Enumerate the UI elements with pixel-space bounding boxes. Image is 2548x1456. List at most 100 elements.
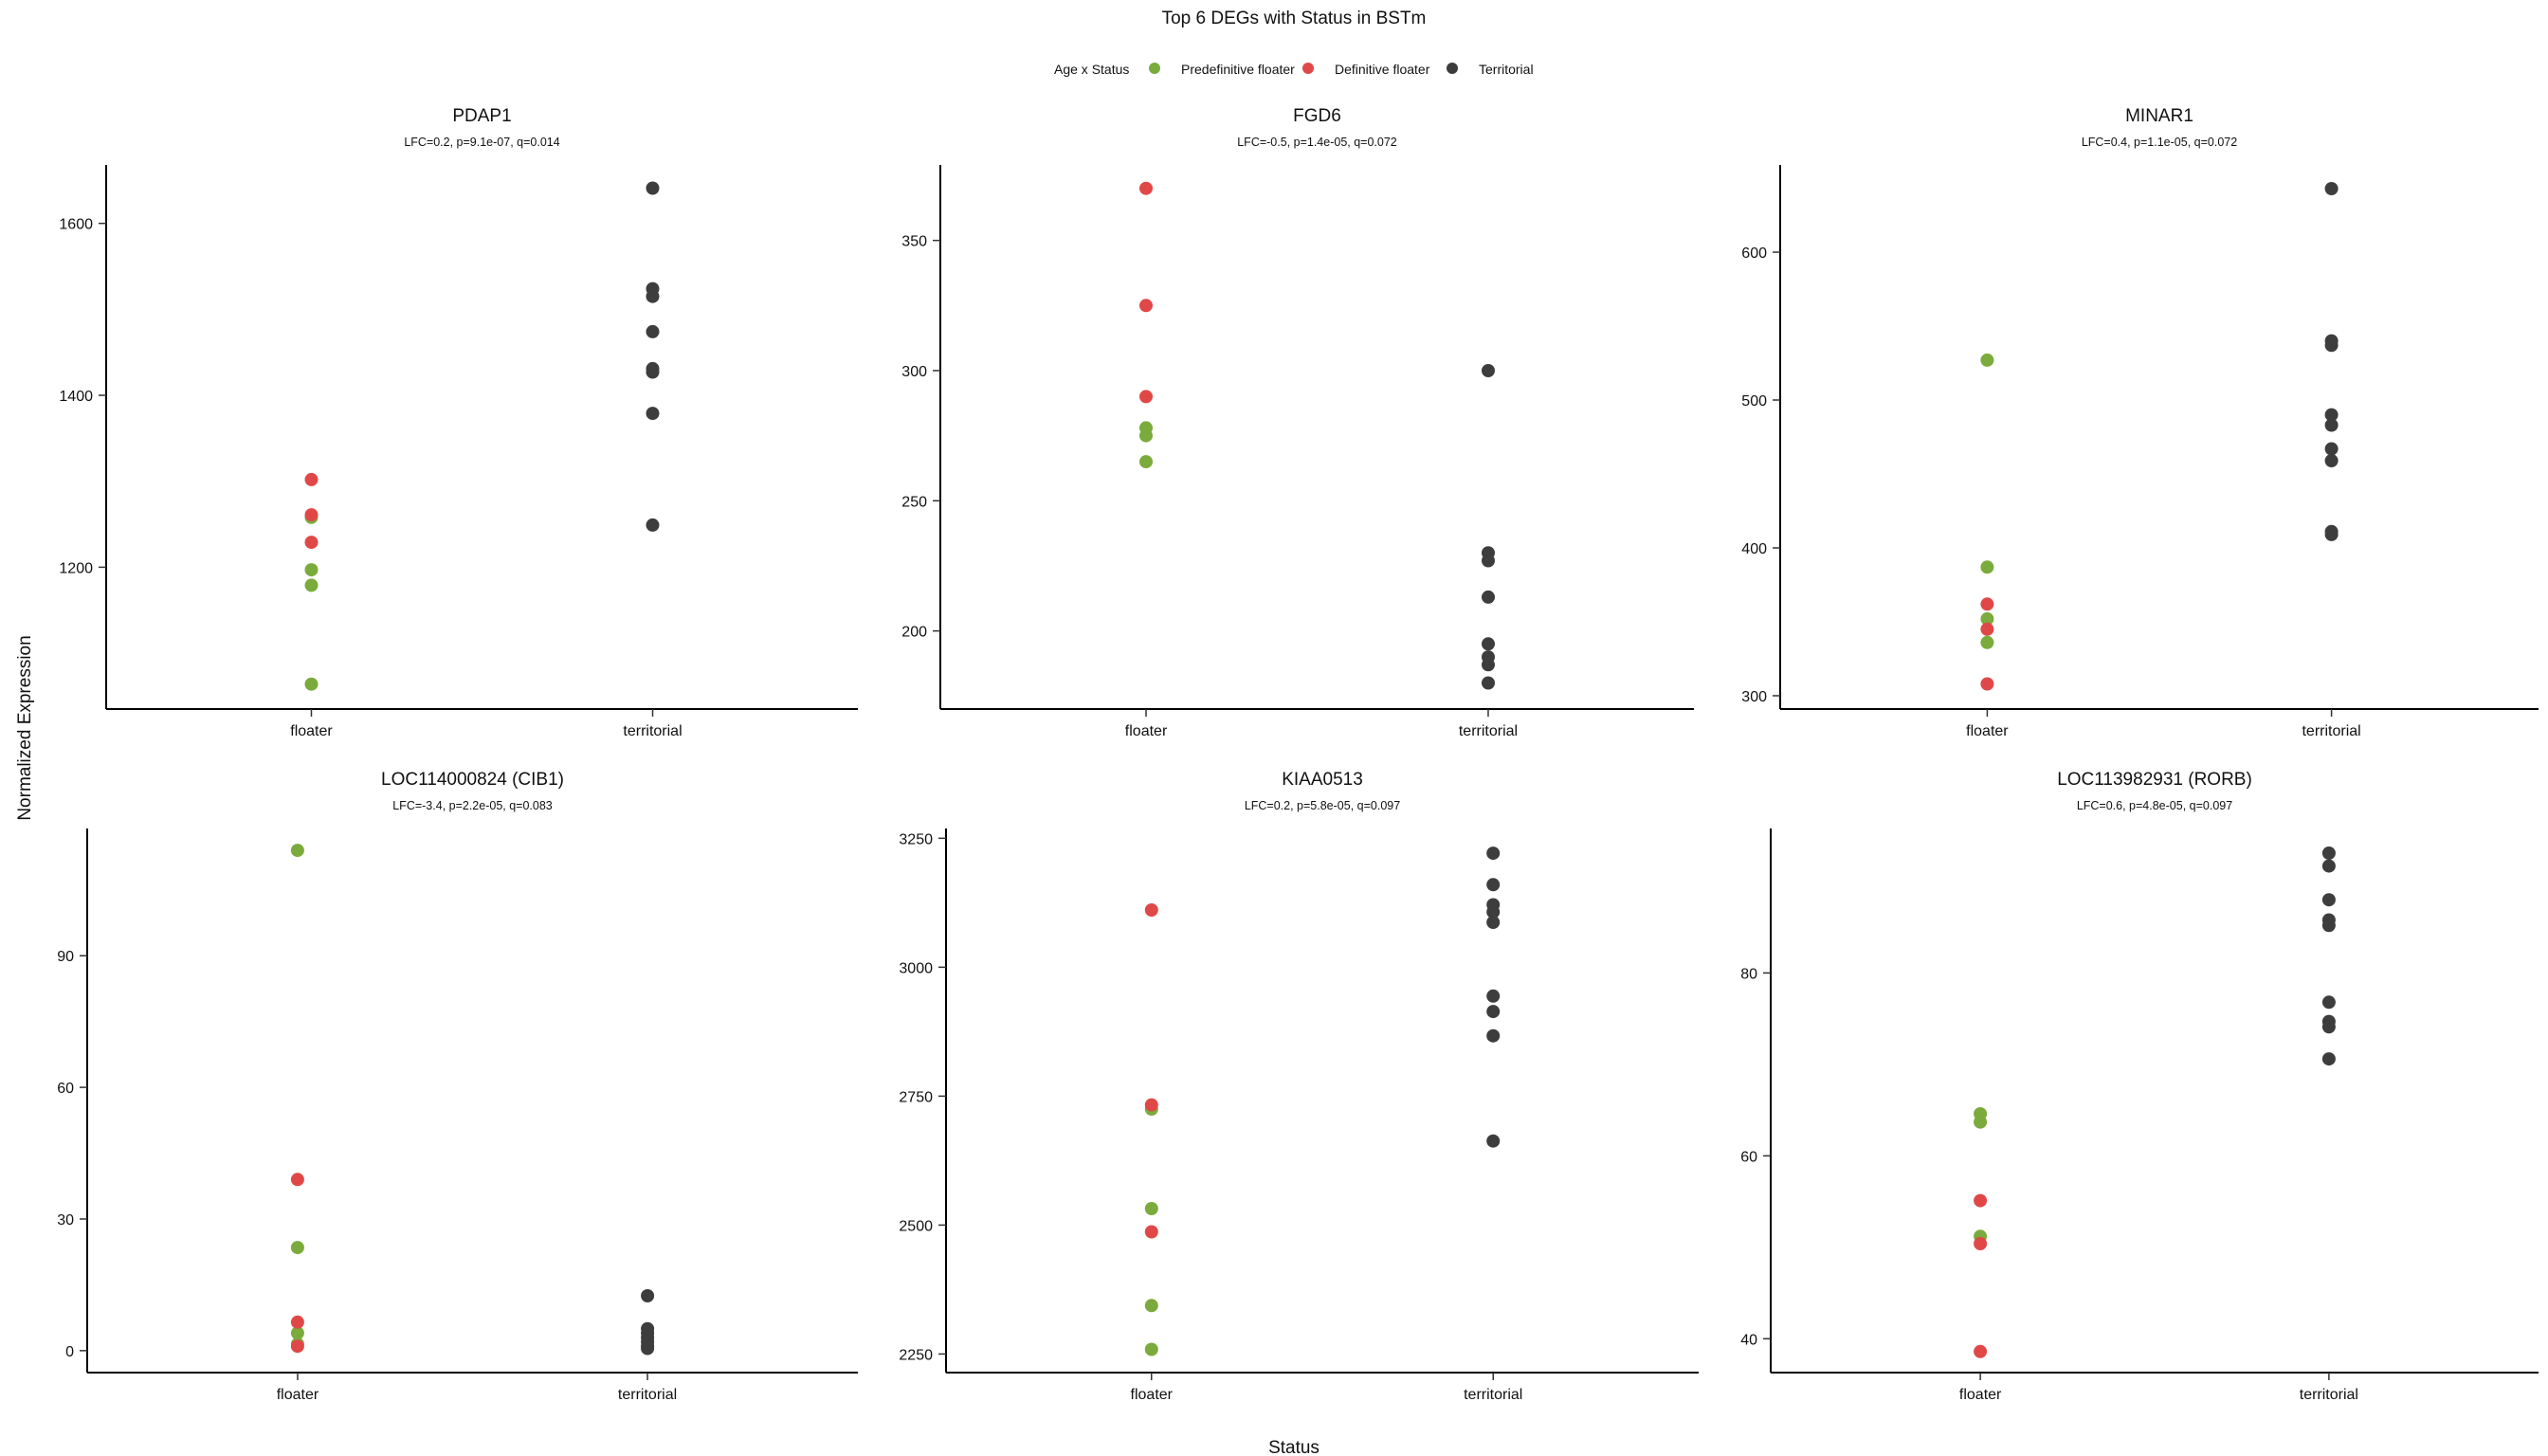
y-tick-label: 1200 <box>59 560 93 576</box>
x-tick-label: floater <box>1959 1387 2002 1403</box>
data-point <box>1486 916 1501 929</box>
data-point <box>1144 1342 1158 1356</box>
series-territorial <box>646 181 660 532</box>
data-point <box>1139 181 1153 195</box>
panel-title: LOC113982931 (RORB) <box>2057 770 2252 790</box>
data-point <box>2324 408 2339 422</box>
data-point <box>2321 859 2336 873</box>
data-point <box>1144 1225 1158 1239</box>
data-point <box>290 1339 304 1354</box>
series-territorial <box>1486 846 1501 1148</box>
y-tick-label: 3250 <box>899 831 933 847</box>
data-point <box>1974 1344 1988 1358</box>
data-point <box>646 324 660 338</box>
series-definitive-floater <box>1980 597 1994 691</box>
data-point <box>2324 442 2339 456</box>
data-point <box>2321 893 2336 907</box>
data-point <box>290 1326 304 1340</box>
series-predefinitive-floater <box>290 844 304 1351</box>
y-tick-label: 600 <box>1741 246 1767 262</box>
series-territorial <box>1482 364 1495 690</box>
legend-label: Territorial <box>1479 62 1534 77</box>
series-predefinitive-floater <box>304 510 318 691</box>
data-point <box>290 1241 304 1255</box>
series-territorial <box>2321 846 2336 1066</box>
data-point <box>2324 338 2339 353</box>
panel-subtitle: LFC=0.2, p=9.1e-07, q=0.014 <box>404 136 559 149</box>
data-point <box>1144 1202 1158 1215</box>
data-point <box>1980 560 1994 574</box>
data-point <box>1486 1005 1501 1019</box>
figure-title: Top 6 DEGs with Status in BSTm <box>1162 9 1427 28</box>
data-point <box>646 518 660 532</box>
data-point <box>1980 353 1994 367</box>
y-tick-label: 200 <box>901 625 927 641</box>
data-point <box>304 508 318 522</box>
data-point <box>1486 905 1501 919</box>
data-point <box>304 536 318 550</box>
data-point <box>290 1315 304 1329</box>
panel-subtitle: LFC=0.6, p=4.8e-05, q=0.097 <box>2077 799 2232 812</box>
x-tick-label: territorial <box>618 1387 677 1403</box>
data-point <box>2321 1052 2336 1066</box>
data-point <box>1486 1028 1501 1043</box>
series-definitive-floater <box>1144 903 1158 1239</box>
panel-subtitle: LFC=-0.5, p=1.4e-05, q=0.072 <box>1237 136 1397 149</box>
data-point <box>641 1289 655 1302</box>
y-tick-label: 60 <box>57 1081 74 1097</box>
data-point <box>2324 527 2339 541</box>
y-tick-label: 350 <box>901 234 927 250</box>
y-tick-label: 500 <box>1741 393 1767 410</box>
y-tick-label: 3000 <box>899 960 933 976</box>
series-territorial <box>2324 182 2339 541</box>
x-tick-label: floater <box>277 1387 319 1403</box>
y-tick-label: 40 <box>1740 1332 1757 1348</box>
x-tick-label: floater <box>290 723 333 739</box>
x-tick-label: territorial <box>623 723 682 739</box>
data-point <box>1144 1299 1158 1313</box>
data-point <box>1974 1115 1988 1129</box>
data-point <box>2324 418 2339 432</box>
series-territorial <box>641 1289 655 1356</box>
series-definitive-floater <box>304 472 318 550</box>
y-tick-label: 2500 <box>899 1218 933 1234</box>
y-tick-label: 300 <box>1741 689 1767 705</box>
data-point <box>1980 611 1994 626</box>
data-point <box>646 289 660 303</box>
data-point <box>1482 590 1495 604</box>
data-point <box>304 563 318 577</box>
x-tick-label: territorial <box>1464 1387 1522 1403</box>
legend-item: Predefinitive floater <box>1149 62 1295 77</box>
series-predefinitive-floater <box>1974 1107 1988 1244</box>
data-point <box>1482 364 1495 377</box>
data-point <box>1980 622 1994 636</box>
y-tick-label: 2750 <box>899 1089 933 1105</box>
data-point <box>2324 182 2339 195</box>
panel-3: MINAR1 LFC=0.4, p=1.1e-05, q=0.072 300 400 5… <box>1741 106 2539 739</box>
y-tick-label: 250 <box>901 494 927 510</box>
data-point <box>1144 1098 1158 1112</box>
panel-subtitle: LFC=-3.4, p=2.2e-05, q=0.083 <box>392 799 553 812</box>
data-point <box>2321 995 2336 1010</box>
data-point <box>1482 676 1495 690</box>
legend-key-marker <box>1302 63 1314 74</box>
y-tick-label: 0 <box>65 1344 74 1360</box>
panel-4: LOC114000824 (CIB1) LFC=-3.4, p=2.2e-05, … <box>57 770 858 1403</box>
data-point <box>304 578 318 592</box>
panel-title: FGD6 <box>1293 106 1341 126</box>
series-definitive-floater <box>290 1173 304 1354</box>
legend-label: Predefinitive floater <box>1181 62 1295 77</box>
data-point <box>1486 878 1501 892</box>
data-point <box>1144 903 1158 917</box>
legend-label: Definitive floater <box>1335 62 1430 77</box>
data-point <box>1974 1193 1988 1208</box>
x-tick-label: floater <box>1131 1387 1174 1403</box>
panel-5: KIAA0513 LFC=0.2, p=5.8e-05, q=0.097 2250 2… <box>899 770 1699 1403</box>
data-point <box>2321 1020 2336 1034</box>
panel-subtitle: LFC=0.2, p=5.8e-05, q=0.097 <box>1245 799 1400 812</box>
legend: Age x Status Predefinitive floater Definit… <box>1054 62 1534 77</box>
panel-6: LOC113982931 (RORB) LFC=0.6, p=4.8e-05, q… <box>1740 770 2539 1403</box>
panel-title: PDAP1 <box>452 106 511 126</box>
series-definitive-floater <box>1974 1193 1988 1358</box>
